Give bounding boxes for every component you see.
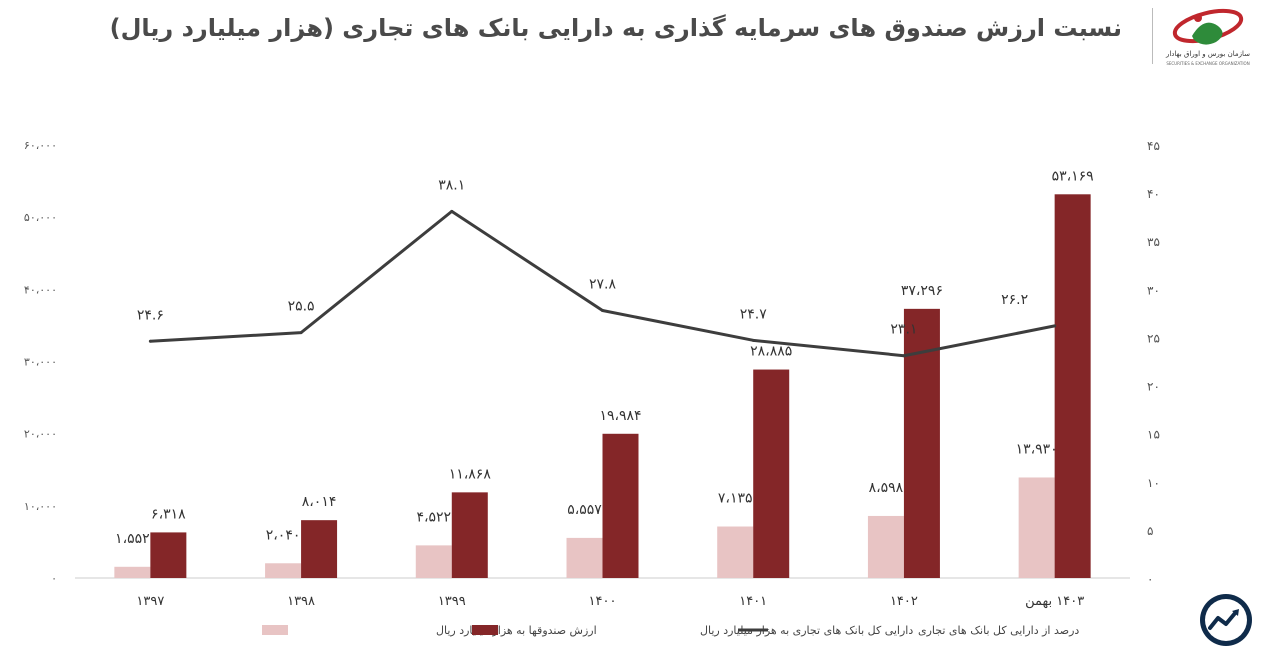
funds-bar-label: ۴،۵۲۲ (416, 509, 451, 525)
funds-bar-label: ۱۳،۹۳۰ (1016, 441, 1058, 457)
right-axis-tick: ۵ (1147, 524, 1153, 538)
funds-bar-label: ۸،۵۹۸ (869, 480, 904, 496)
right-axis-tick: ۴۵ (1147, 139, 1160, 153)
percent-label: ۲۷.۸ (589, 277, 616, 293)
funds-bar (567, 538, 603, 578)
combo-chart: ۰ ۱۰،۰۰۰ ۲۰،۰۰۰ ۳۰،۰۰۰ ۴۰،۰۰۰ ۵۰،۰۰۰ ۶۰،۰۰۰ ۰ ۵ ۱… (0, 0, 1272, 664)
legend-funds-label: ارزش صندوقها به هزار میلیارد ریال (436, 624, 597, 637)
right-axis-tick: ۳۰ (1147, 283, 1160, 297)
right-axis-tick: ۲۰ (1147, 380, 1160, 394)
assets-bar-label: ۱۱،۸۶۸ (449, 466, 492, 482)
right-axis-tick: ۲۵ (1147, 331, 1160, 345)
percent-label: ۳۸.۱ (438, 177, 465, 193)
assets-bar-label: ۲۸،۸۸۵ (750, 344, 792, 360)
x-axis-tick: ۱۴۰۲ (890, 594, 918, 609)
trend-badge-icon (1198, 592, 1254, 648)
right-axis-tick: ۱۵ (1147, 428, 1160, 442)
assets-bar (301, 520, 337, 578)
percent-label: ۲۳.۱ (890, 322, 917, 338)
x-axis-tick: ۱۳۹۸ (287, 594, 315, 609)
right-axis-tick: ۱۰ (1147, 476, 1160, 490)
left-axis-tick: ۰ (51, 572, 57, 585)
percent-point (752, 339, 755, 342)
funds-bar (416, 545, 452, 578)
assets-bar (603, 434, 639, 578)
assets-bar-label: ۱۹،۹۸۴ (599, 408, 641, 424)
funds-bar (265, 563, 301, 578)
percent-point (149, 340, 152, 343)
x-axis-tick: ۱۴۰۳ بهمن (1025, 594, 1084, 609)
percent-point (601, 309, 604, 312)
assets-bar-label: ۵۳،۱۶۹ (1052, 168, 1094, 184)
assets-bar (150, 532, 186, 578)
assets-bar-label: ۶،۳۱۸ (151, 506, 186, 522)
funds-bar-label: ۱،۵۵۲ (115, 531, 150, 547)
right-axis-tick: ۰ (1147, 572, 1153, 586)
left-axis-tick: ۲۰،۰۰۰ (24, 428, 57, 441)
left-axis-tick: ۳۰،۰۰۰ (24, 356, 57, 369)
legend-line-label: درصد از دارایی کل بانک های تجاری (918, 624, 1079, 637)
x-axis-tick: ۱۴۰۰ (589, 594, 617, 609)
legend-funds-swatch (262, 625, 288, 635)
percent-label: ۲۴.۶ (137, 307, 164, 323)
funds-bar (114, 567, 150, 578)
assets-bar (1055, 194, 1091, 578)
funds-bar (868, 516, 904, 578)
assets-bar (452, 492, 488, 578)
percent-label: ۲۵.۵ (288, 299, 315, 315)
assets-bar-label: ۸،۰۱۴ (302, 494, 337, 510)
percent-point (300, 331, 303, 334)
percent-point (1053, 324, 1056, 327)
funds-bar (1019, 477, 1055, 578)
funds-bar-label: ۵،۵۵۷ (567, 502, 602, 518)
left-axis-tick: ۴۰،۰۰۰ (24, 283, 57, 296)
percent-label: ۲۴.۷ (740, 306, 767, 322)
legend-assets-swatch (472, 625, 498, 635)
x-axis-tick: ۱۴۰۱ (739, 594, 767, 609)
legend-assets-label: دارایی کل بانک های تجاری به هزار میلیارد… (700, 624, 913, 637)
funds-bar (717, 527, 753, 578)
funds-bar-label: ۲،۰۴۰ (266, 527, 301, 543)
left-axis-tick: ۱۰،۰۰۰ (24, 500, 57, 513)
assets-bar-label: ۳۷،۲۹۶ (901, 283, 943, 299)
left-axis-tick: ۶۰،۰۰۰ (24, 139, 57, 152)
right-axis-tick: ۴۰ (1147, 187, 1160, 201)
assets-bar (753, 370, 789, 578)
x-axis-tick: ۱۳۹۹ (438, 594, 466, 609)
funds-bar-label: ۷،۱۳۵ (718, 491, 753, 507)
left-axis-tick: ۵۰،۰۰۰ (24, 211, 57, 224)
percent-label: ۲۶.۲ (1001, 292, 1028, 308)
percent-point (902, 354, 905, 357)
right-axis-tick: ۳۵ (1147, 235, 1160, 249)
percent-point (450, 210, 453, 213)
x-axis-tick: ۱۳۹۷ (136, 594, 164, 609)
